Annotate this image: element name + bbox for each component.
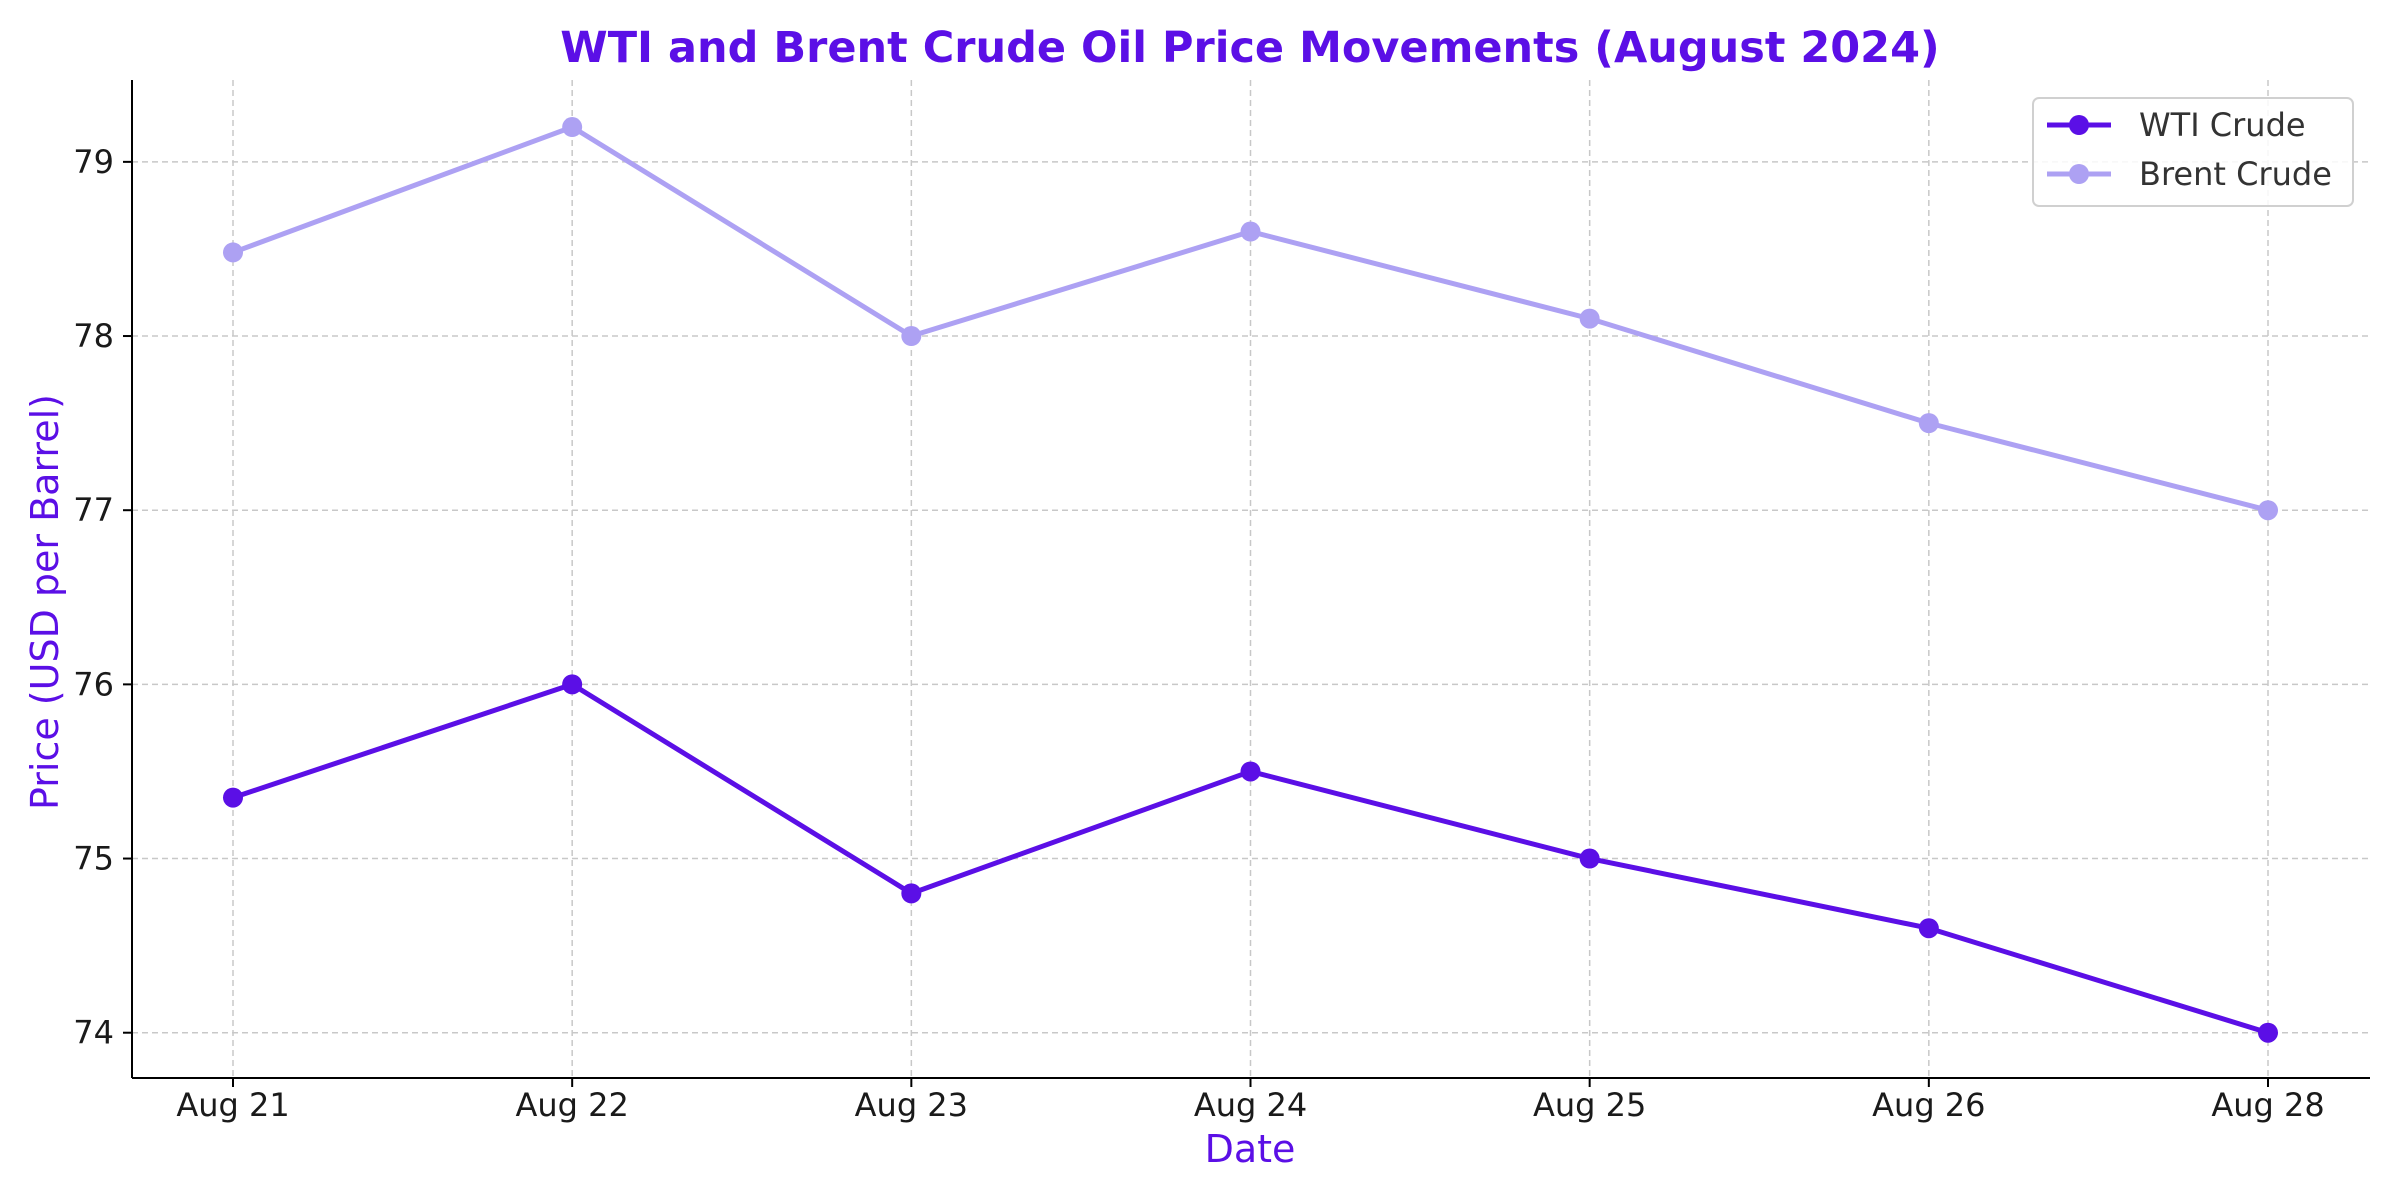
x-tick-label: Aug 23 [855, 1086, 968, 1124]
data-point [901, 883, 922, 904]
data-point [562, 117, 583, 138]
data-point [223, 242, 243, 263]
x-tick-label: Aug 24 [1194, 1086, 1307, 1124]
y-tick-label: 78 [73, 317, 114, 355]
legend-label-brent: Brent Crude [2139, 155, 2332, 193]
data-point [2258, 1022, 2278, 1043]
data-point [223, 787, 243, 808]
data-point [1579, 308, 1600, 329]
x-axis-ticks: Aug 21 Aug 22 Aug 23 Aug 24 Aug 25 Aug 26 Aug … [176, 1078, 2325, 1124]
data-point [1240, 761, 1261, 782]
y-tick-label: 74 [73, 1014, 114, 1052]
y-tick-label: 75 [73, 840, 114, 878]
y-tick-label: 77 [73, 491, 114, 529]
legend: WTI Crude Brent Crude [2032, 97, 2354, 207]
legend-marker-wti [2069, 115, 2089, 135]
data-point [1918, 413, 1939, 434]
series-layer [223, 117, 2278, 1043]
legend-box [2032, 97, 2354, 207]
x-axis-label: Date [1205, 1127, 1296, 1171]
legend-item-brent: Brent Crude [2047, 155, 2332, 193]
x-tick-label: Aug 28 [2211, 1086, 2324, 1124]
y-axis-ticks: 74 75 76 77 78 79 [73, 143, 132, 1052]
grid-lines [132, 80, 2370, 1078]
x-tick-label: Aug 26 [1872, 1086, 1985, 1124]
data-point [2258, 500, 2278, 521]
legend-marker-brent [2069, 164, 2089, 184]
x-tick-label: Aug 22 [515, 1086, 628, 1124]
legend-item-wti: WTI Crude [2047, 106, 2306, 144]
data-point [1579, 848, 1600, 869]
data-point [1918, 918, 1939, 939]
data-point [1240, 221, 1261, 242]
y-axis-label: Price (USD per Barrel) [23, 394, 67, 810]
series-1 [223, 117, 2278, 521]
y-tick-label: 76 [73, 665, 114, 703]
series-0 [223, 674, 2278, 1043]
y-tick-label: 79 [73, 143, 114, 181]
data-point [562, 674, 583, 695]
data-point [901, 326, 922, 347]
chart-title: WTI and Brent Crude Oil Price Movements … [560, 23, 1939, 73]
x-tick-label: Aug 25 [1533, 1086, 1646, 1124]
legend-label-wti: WTI Crude [2139, 106, 2306, 144]
x-tick-label: Aug 21 [176, 1086, 289, 1124]
